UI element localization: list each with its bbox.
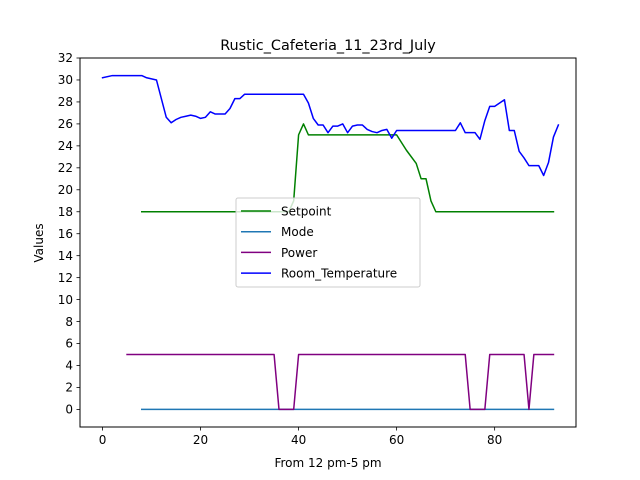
y-tick-label: 14 (58, 249, 73, 263)
legend-label-room-temperature: Room_Temperature (281, 267, 397, 281)
y-tick-label: 2 (65, 381, 73, 395)
x-tick-label: 60 (389, 433, 404, 447)
x-axis-title: From 12 pm-5 pm (274, 456, 381, 470)
x-tick-label: 0 (99, 433, 107, 447)
legend-box (235, 197, 421, 288)
y-tick-label: 4 (65, 359, 73, 373)
legend-label-setpoint: Setpoint (281, 205, 332, 219)
series-line-setpoint (141, 123, 555, 213)
y-tick-label: 32 (58, 51, 73, 65)
legend-label-mode: Mode (281, 225, 314, 239)
y-tick-label: 28 (58, 95, 73, 109)
y-tick-label: 18 (58, 205, 73, 219)
x-axis-ticks: 0 20 40 60 80 (99, 427, 502, 447)
series-line-room-temperature (101, 74, 560, 177)
plot-series (101, 74, 560, 411)
y-tick-label: 20 (58, 183, 73, 197)
x-tick-label: 40 (291, 433, 306, 447)
y-tick-label: 6 (65, 337, 73, 351)
legend: Setpoint Mode Power Room_Temperature (235, 197, 421, 288)
series-line-power (126, 353, 555, 411)
y-tick-label: 8 (65, 315, 73, 329)
y-tick-label: 30 (58, 73, 73, 87)
y-tick-label: 24 (58, 139, 73, 153)
legend-label-power: Power (281, 246, 317, 260)
y-tick-label: 0 (65, 403, 73, 417)
y-axis-title: Values (32, 223, 46, 262)
plot-frame (79, 57, 577, 428)
x-tick-label: 20 (193, 433, 208, 447)
y-tick-label: 22 (58, 161, 73, 175)
x-tick-label: 80 (487, 433, 502, 447)
y-tick-label: 16 (58, 227, 73, 241)
y-tick-label: 26 (58, 117, 73, 131)
y-tick-label: 10 (58, 293, 73, 307)
y-tick-label: 12 (58, 271, 73, 285)
chart-title: Rustic_Cafeteria_11_23rd_July (220, 38, 436, 54)
